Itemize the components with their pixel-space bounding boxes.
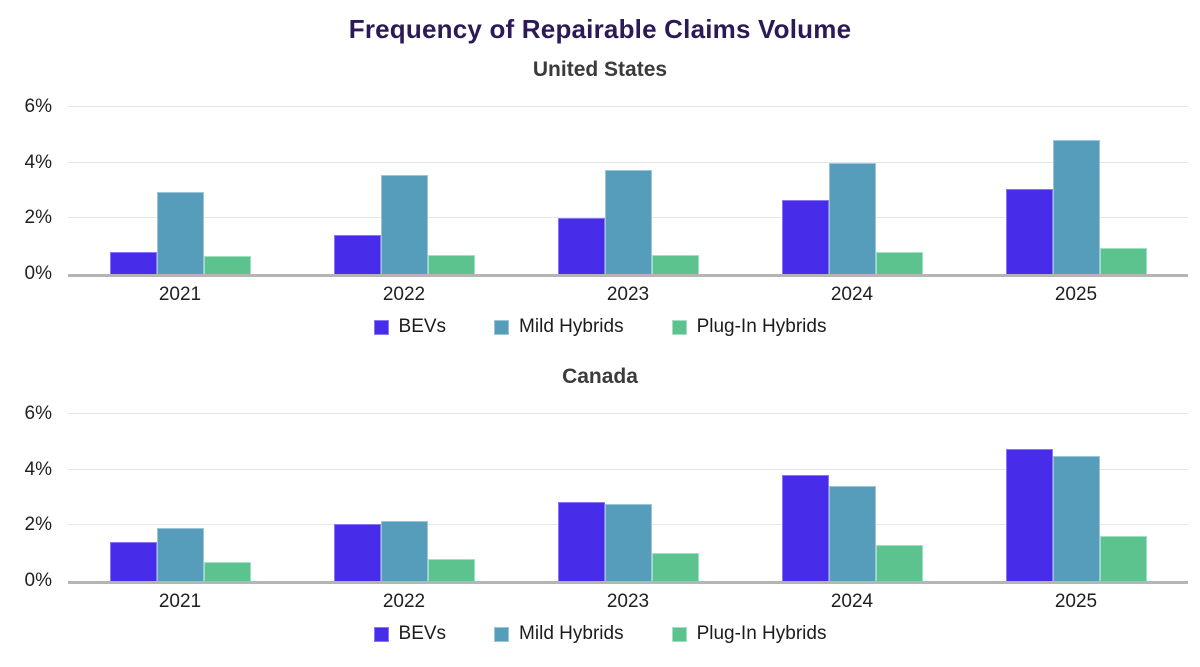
x-tick-label-2022: 2022 — [382, 284, 426, 305]
legend-swatch-icon — [373, 319, 389, 335]
y-tick-label: 6% — [24, 96, 52, 117]
legend-label: Mild Hybrids — [519, 623, 624, 644]
legend-item-plug-in-hybrids: Plug-In Hybrids — [671, 623, 827, 645]
plot-area-united-states: 0% 2% 4% 6% — [25, 94, 1188, 284]
y-tick-label: 6% — [24, 403, 52, 424]
bar-group-2024 — [740, 94, 964, 274]
y-tick-label: 4% — [24, 458, 52, 480]
chart-section-canada: Canada 0% 2% 4% 6% 2021 2022 2023 2024 2025 BEV… — [0, 363, 1200, 646]
bar-mild-hybrids-2025 — [1052, 140, 1100, 274]
legend-item-bevs: BEVs — [373, 316, 447, 338]
chart-section-united-states: United States 0% 2% 4% 6% 2021 2022 2023 2024 2… — [0, 56, 1200, 339]
chart-subtitle-canada: Canada — [562, 365, 638, 388]
legend-swatch-icon — [671, 319, 687, 335]
x-tick-label-2024: 2024 — [830, 284, 874, 305]
bar-bevs-2023 — [557, 218, 605, 274]
x-tick-label-2025: 2025 — [1054, 284, 1098, 305]
legend-item-plug-in-hybrids: Plug-In Hybrids — [671, 316, 827, 338]
legend-united-states: BEVs Mild Hybrids Plug-In Hybrids — [0, 315, 1200, 339]
bar-bevs-2022 — [333, 523, 381, 581]
gridline-6% — [68, 413, 1188, 414]
bar-group-2025 — [964, 401, 1188, 581]
chart-subtitle-united-states: United States — [532, 58, 668, 81]
bar-plug-in-hybrids-2021 — [203, 561, 251, 581]
bar-mild-hybrids-2022 — [380, 175, 428, 274]
bar-bevs-2024 — [781, 475, 829, 581]
page-title: Frequency of Repairable Claims Volume — [348, 14, 852, 44]
bar-mild-hybrids-2021 — [156, 191, 204, 274]
bar-group-2025 — [964, 94, 1188, 274]
bar-bevs-2025 — [1005, 189, 1053, 274]
gridline-4% — [68, 468, 1188, 470]
x-tick-label-2022: 2022 — [382, 591, 426, 612]
bar-plug-in-hybrids-2021 — [203, 255, 251, 274]
figure: Frequency of Repairable Claims Volume Un… — [0, 12, 1200, 667]
legend-canada: BEVs Mild Hybrids Plug-In Hybrids — [0, 622, 1200, 646]
legend-item-mild-hybrids: Mild Hybrids — [494, 316, 624, 338]
x-tick-label-2025: 2025 — [1054, 591, 1098, 612]
bar-group-2022 — [292, 401, 516, 581]
legend-label: Plug-In Hybrids — [696, 623, 827, 644]
legend-swatch-icon — [494, 626, 510, 642]
plot-area-canada: 0% 2% 4% 6% — [25, 401, 1188, 591]
legend-swatch-icon — [373, 626, 389, 642]
x-tick-label-2021: 2021 — [158, 591, 202, 612]
bar-group-2021 — [68, 94, 292, 274]
legend-label: BEVs — [398, 623, 447, 644]
legend-swatch-icon — [494, 319, 510, 335]
legend-item-mild-hybrids: Mild Hybrids — [494, 623, 624, 645]
bar-plug-in-hybrids-2024 — [875, 544, 923, 581]
bar-bevs-2021 — [109, 251, 157, 274]
bar-group-2023 — [516, 401, 740, 581]
x-tick-label-2021: 2021 — [158, 284, 202, 305]
x-axis-canada: 2021 2022 2023 2024 2025 — [68, 584, 1188, 613]
legend-label: Plug-In Hybrids — [696, 316, 827, 337]
bar-plug-in-hybrids-2023 — [651, 553, 699, 581]
y-tick-label: 2% — [24, 207, 52, 229]
bar-group-2022 — [292, 94, 516, 274]
y-tick-label: 0% — [24, 570, 52, 591]
bar-plug-in-hybrids-2022 — [427, 254, 475, 274]
legend-item-bevs: BEVs — [373, 623, 447, 645]
bar-mild-hybrids-2023 — [604, 169, 652, 274]
gridline-6% — [68, 106, 1188, 107]
x-tick-label-2023: 2023 — [606, 284, 650, 305]
gridline-4% — [68, 161, 1188, 163]
legend-label: BEVs — [398, 316, 447, 337]
bar-mild-hybrids-2021 — [156, 528, 204, 581]
bar-plug-in-hybrids-2024 — [875, 251, 923, 274]
x-tick-label-2024: 2024 — [830, 591, 874, 612]
bar-plug-in-hybrids-2025 — [1099, 536, 1147, 581]
bar-mild-hybrids-2023 — [604, 504, 652, 581]
legend-label: Mild Hybrids — [519, 316, 624, 337]
bar-plug-in-hybrids-2022 — [427, 558, 475, 581]
bar-mild-hybrids-2022 — [380, 521, 428, 581]
bar-bevs-2022 — [333, 235, 381, 274]
legend-swatch-icon — [671, 626, 687, 642]
bar-group-2021 — [68, 401, 292, 581]
bar-group-2024 — [740, 401, 964, 581]
bar-bevs-2021 — [109, 542, 157, 581]
bar-bevs-2025 — [1005, 448, 1053, 581]
y-tick-label: 0% — [24, 263, 52, 284]
y-tick-label: 4% — [24, 151, 52, 173]
bar-mild-hybrids-2024 — [828, 486, 876, 581]
bar-bevs-2023 — [557, 501, 605, 581]
bar-plug-in-hybrids-2023 — [651, 254, 699, 274]
bar-group-2023 — [516, 94, 740, 274]
bar-mild-hybrids-2025 — [1052, 455, 1100, 581]
x-axis-united-states: 2021 2022 2023 2024 2025 — [68, 277, 1188, 306]
bar-mild-hybrids-2024 — [828, 162, 876, 274]
bar-bevs-2024 — [781, 200, 829, 274]
x-tick-label-2023: 2023 — [606, 591, 650, 612]
y-tick-label: 2% — [24, 514, 52, 536]
bar-plug-in-hybrids-2025 — [1099, 247, 1147, 274]
